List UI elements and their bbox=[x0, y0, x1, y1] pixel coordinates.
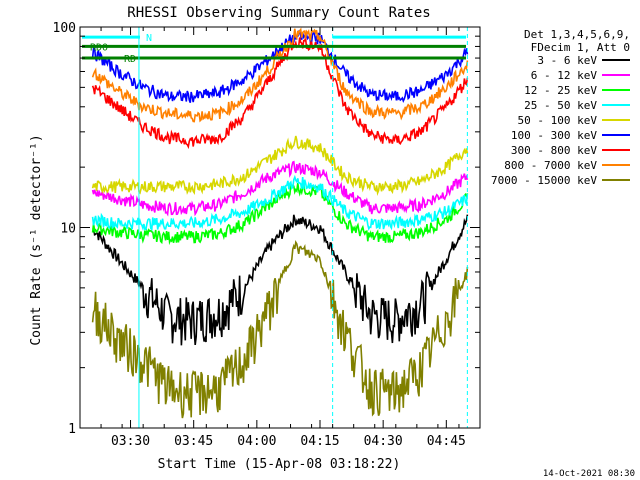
timestamp: 14-Oct-2021 08:30 bbox=[543, 469, 635, 479]
legend-entry-label: 6 - 12 keV bbox=[531, 69, 598, 82]
series-group bbox=[91, 27, 469, 419]
legend: Det 1,3,4,5,6,9,FDecim 1, Att 03 - 6 keV… bbox=[491, 28, 630, 187]
x-tick-label: 03:45 bbox=[174, 434, 213, 449]
axes-group: 03:30 03:45 04:00 04:15 04:30 04:45 1 10 100 bbox=[53, 21, 481, 449]
x-tick-label: 04:30 bbox=[364, 434, 403, 449]
legend-entry-label: 25 - 50 keV bbox=[524, 99, 597, 112]
marker-label: RD bbox=[124, 54, 136, 65]
marker-label: RD0 bbox=[90, 42, 108, 53]
legend-entry-label: 800 - 7000 keV bbox=[504, 159, 597, 172]
series-line-6 bbox=[91, 37, 469, 150]
chart-title: RHESSI Observing Summary Count Rates bbox=[127, 5, 430, 21]
legend-entry-label: 300 - 800 keV bbox=[511, 144, 597, 157]
legend-header: FDecim 1, Att 0 bbox=[531, 41, 630, 54]
marker-label: N bbox=[146, 33, 152, 44]
y-tick-label: 1 bbox=[68, 422, 76, 437]
x-tick-label: 04:00 bbox=[237, 434, 276, 449]
series-line-8 bbox=[91, 240, 469, 419]
series-line-1 bbox=[91, 160, 469, 217]
x-tick-label: 04:15 bbox=[300, 434, 339, 449]
series-line-2 bbox=[91, 182, 469, 246]
legend-entry-label: 100 - 300 keV bbox=[511, 129, 597, 142]
x-tick-label: 03:30 bbox=[111, 434, 150, 449]
legend-entry-label: 12 - 25 keV bbox=[524, 84, 597, 97]
legend-entry-label: 3 - 6 keV bbox=[537, 54, 597, 67]
series-line-3 bbox=[91, 174, 469, 231]
y-tick-label: 10 bbox=[60, 222, 76, 237]
y-tick-label: 100 bbox=[53, 21, 76, 36]
x-axis-label: Start Time (15-Apr-08 03:18:22) bbox=[158, 457, 401, 472]
series-line-0 bbox=[92, 214, 469, 346]
legend-header: Det 1,3,4,5,6,9, bbox=[524, 28, 630, 41]
x-tick-label: 04:45 bbox=[427, 434, 466, 449]
y-axis-label: Count Rate (s⁻¹ detector⁻¹) bbox=[29, 134, 44, 345]
legend-entry-label: 7000 - 15000 keV bbox=[491, 174, 597, 187]
series-line-7 bbox=[91, 27, 469, 123]
series-line-4 bbox=[91, 135, 469, 196]
legend-entry-label: 50 - 100 keV bbox=[518, 114, 598, 127]
